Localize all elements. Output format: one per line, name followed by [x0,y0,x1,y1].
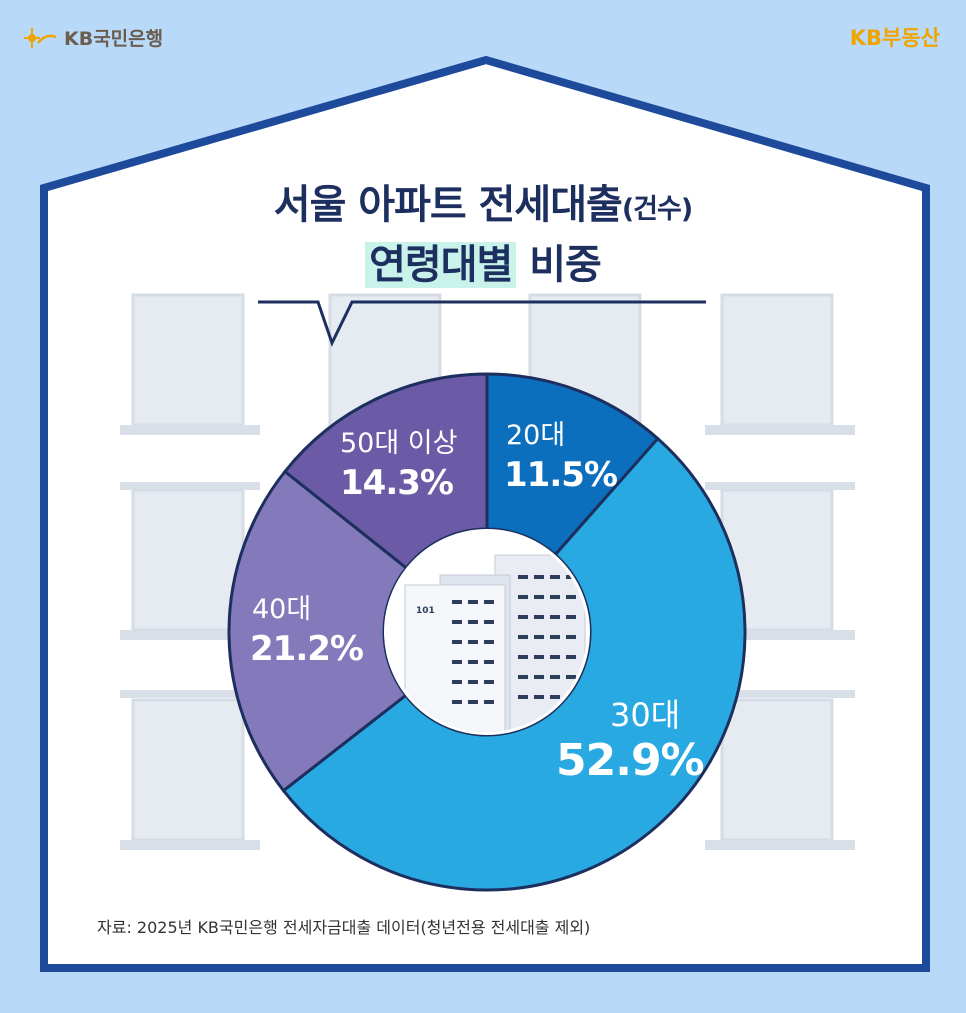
kb-star-icon [24,27,57,48]
data-source-note: 자료: 2025년 KB국민은행 전세자금대출 데이터(청년전용 전세대출 제외… [97,918,591,937]
label-value-30s: 52.9% [556,735,704,786]
label-value-20s: 11.5% [504,455,617,495]
kb-realestate-logo: KB부동산 [849,26,940,50]
slice-label-40s: 40대 21.2% [250,594,364,669]
apartment-building-icon: 101 [384,529,590,735]
label-value-40s: 21.2% [250,629,363,669]
kb-bank-logo: KB국민은행 [24,24,163,51]
speech-bubble-line [258,300,706,347]
title-rest: 비중 [516,242,602,288]
label-value-50s: 14.3% [340,463,453,503]
slice-label-30s: 30대 52.9% [556,696,705,786]
label-name-40s: 40대 [252,594,311,625]
kb-bank-logo-text: KB국민은행 [64,28,164,50]
building-number: 101 [416,606,435,616]
chart-title-line1: 서울 아파트 전세대출(건수) [0,172,966,230]
slice-label-50s: 50대 이상 14.3% [340,428,457,503]
chart-title-line2: 연령대별 비중 [0,232,966,290]
title-paren: (건수) [621,194,693,225]
title-main: 서울 아파트 전세대출 [273,182,623,228]
window-silhouettes [131,293,834,842]
slice-label-20s: 20대 11.5% [504,420,618,495]
label-name-20s: 20대 [506,420,565,451]
title-highlight: 연령대별 [365,242,517,288]
label-name-30s: 30대 [610,696,680,734]
label-name-50s: 50대 이상 [340,428,457,459]
